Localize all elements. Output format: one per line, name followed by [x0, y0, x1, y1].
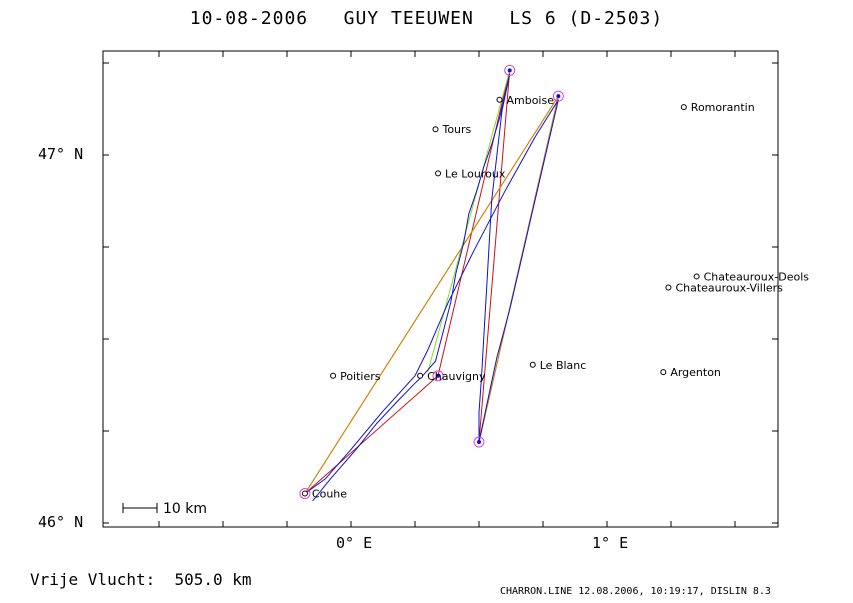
tick-marks [103, 51, 778, 527]
place-marker [432, 126, 439, 133]
place-marker [435, 170, 442, 177]
scale-bar-label: 10 km [163, 501, 207, 517]
place-label: Le Blanc [540, 359, 587, 372]
place-label: Chateauroux-Deols [704, 270, 810, 283]
place-label: Chateauroux-Villers [675, 281, 783, 294]
place-marker [529, 361, 536, 368]
route-leg-orange [304, 95, 559, 494]
place-label: Le Louroux [445, 167, 506, 180]
place-marker [330, 372, 337, 379]
route-leg-green [427, 70, 511, 373]
place-label: Argenton [670, 366, 721, 379]
turnpoint-circle [432, 370, 444, 382]
turnpoint-dot [507, 68, 512, 73]
turnpoint-dot [436, 373, 441, 378]
turnpoint-circle [552, 90, 564, 102]
lon-tick-label-0: 0° E [336, 534, 373, 552]
place-label: Poitiers [340, 370, 381, 383]
place-label: Chauvigny [427, 370, 486, 383]
turnpoint-circle [473, 436, 485, 448]
place-marker [680, 104, 687, 111]
scale-bar: 10 km [122, 501, 207, 517]
place-marker [496, 96, 503, 103]
free-flight-distance: Vrije Vlucht: 505.0 km [30, 570, 252, 589]
place-marker [417, 372, 424, 379]
place-label: Romorantin [691, 101, 755, 114]
lat-tick-label-47: 47° N [38, 145, 84, 163]
turnpoint-circle [299, 488, 311, 500]
route-leg-red [304, 70, 559, 494]
place-label: Amboise [506, 94, 554, 107]
place-markers: Amboise Romorantin Tours Le Louroux Chateaur… [301, 94, 810, 501]
program-info: CHARRON.LINE 12.08.2006, 10:19:17, DISLI… [500, 586, 771, 597]
place-label: Couhe [312, 488, 347, 501]
turnpoint-dot [556, 94, 561, 99]
task-route [304, 70, 559, 494]
place-marker [660, 369, 667, 376]
place-label: Tours [441, 123, 471, 136]
turnpoint-markers [299, 64, 564, 500]
map-frame [102, 50, 779, 528]
lon-tick-label-1: 1° E [592, 534, 629, 552]
flight-track [304, 73, 559, 502]
lat-tick-label-46: 46° N [38, 513, 84, 531]
flight-title: 10-08-2006 GUY TEEUWEN LS 6 (D-2503) [189, 8, 664, 29]
place-marker [693, 273, 700, 280]
turnpoint-circle [504, 64, 516, 76]
place-marker [301, 490, 308, 497]
place-marker [665, 284, 672, 291]
turnpoint-dot [477, 440, 481, 445]
